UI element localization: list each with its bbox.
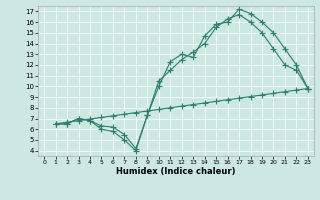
X-axis label: Humidex (Indice chaleur): Humidex (Indice chaleur) (116, 167, 236, 176)
